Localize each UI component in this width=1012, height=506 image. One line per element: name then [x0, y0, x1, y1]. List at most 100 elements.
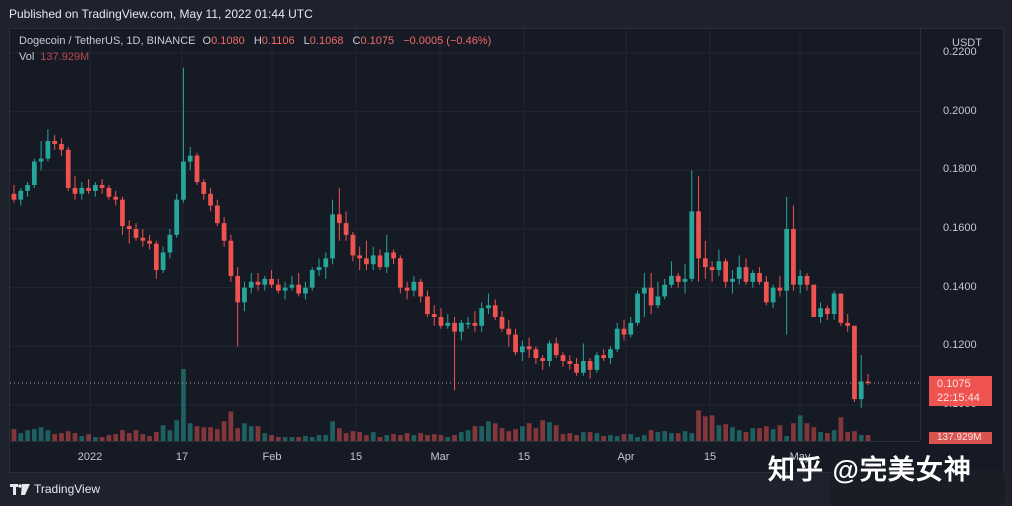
candle — [411, 281, 417, 291]
candle — [492, 305, 498, 317]
high-value: 0.1106 — [261, 35, 295, 47]
candle — [174, 199, 180, 235]
candle — [858, 381, 864, 400]
candle — [723, 261, 729, 282]
candle — [357, 255, 363, 259]
candle — [689, 211, 695, 279]
candle — [845, 322, 851, 326]
candle — [818, 308, 823, 317]
candle — [669, 275, 674, 285]
candle — [248, 281, 254, 288]
candle — [567, 361, 573, 364]
candle — [662, 284, 668, 297]
candle — [120, 199, 125, 227]
candle — [452, 322, 457, 332]
candle — [628, 322, 634, 335]
candle — [404, 287, 410, 291]
candle — [18, 190, 24, 200]
price-tick: 0.1400 — [943, 280, 977, 293]
candle — [364, 258, 369, 265]
candle — [506, 328, 512, 335]
candle — [289, 284, 295, 288]
candle — [831, 293, 837, 315]
candle — [838, 293, 844, 323]
candle — [194, 155, 200, 183]
candle — [25, 185, 30, 191]
candle — [560, 355, 566, 361]
candle — [533, 349, 539, 359]
candle — [255, 281, 261, 285]
candle — [865, 381, 871, 384]
candle — [540, 358, 546, 361]
candle — [526, 346, 532, 350]
candle — [743, 267, 749, 282]
candle — [167, 234, 173, 253]
candle — [391, 252, 396, 259]
candle — [323, 258, 329, 268]
candle — [343, 223, 349, 235]
candle — [594, 355, 600, 370]
volume-label: Vol — [19, 51, 35, 63]
price-tick: 0.2200 — [943, 46, 977, 58]
tradingview-brand[interactable]: TradingView — [10, 482, 100, 496]
time-tick: 15 — [703, 451, 717, 463]
close-label: C — [352, 35, 361, 47]
candle — [587, 361, 593, 370]
volume-value: 137.929M — [40, 51, 90, 63]
candle — [675, 275, 681, 282]
candle — [235, 275, 241, 303]
candle — [702, 258, 708, 268]
high-label: H — [253, 35, 262, 47]
candle — [553, 343, 559, 356]
time-tick: 2022 — [77, 451, 103, 463]
candle — [716, 261, 722, 271]
candle — [635, 293, 640, 323]
candle — [513, 334, 518, 353]
price-tick: 0.1800 — [943, 163, 977, 176]
candle — [133, 229, 139, 238]
candle — [445, 322, 451, 326]
candle — [580, 361, 586, 373]
candle — [763, 281, 769, 303]
published-note: Published on TradingView.com, May 11, 20… — [9, 7, 313, 21]
candle — [92, 185, 98, 191]
price-tick: 0.1200 — [943, 339, 977, 352]
watermark-shadow — [830, 470, 1005, 506]
candle — [221, 223, 227, 241]
time-tick: Apr — [617, 451, 635, 463]
candle — [208, 193, 213, 206]
volume-axis-label: 137.929M — [929, 432, 992, 444]
time-axis[interactable]: 2022 17 Feb 15 Mar 15 Apr 15 May — [10, 441, 920, 473]
candle — [45, 141, 51, 159]
candle — [160, 252, 166, 271]
zhihu-watermark: 知乎 @完美女神 — [768, 455, 972, 485]
low-label: L — [303, 35, 310, 47]
candle — [52, 141, 58, 144]
symbol-legend: Dogecoin / TetherUS, 1D, BINANCE O0.1080… — [19, 35, 495, 47]
candle — [242, 287, 247, 303]
tradingview-logo-icon — [10, 483, 30, 495]
candle — [336, 214, 342, 224]
candle — [736, 267, 742, 279]
candlestick-chart[interactable] — [10, 29, 920, 441]
candle — [499, 317, 505, 329]
currency-label: USDT — [952, 37, 982, 49]
candle — [472, 322, 478, 326]
candle — [228, 240, 234, 276]
candle — [458, 322, 464, 332]
candle — [601, 355, 607, 359]
candle — [648, 287, 654, 306]
volume-legend: Vol 137.929M — [19, 51, 89, 63]
candle — [479, 308, 485, 326]
candle — [377, 255, 383, 268]
open-label: O — [202, 35, 212, 47]
candle — [214, 205, 220, 224]
symbol-name: Dogecoin / TetherUS, 1D, BINANCE — [19, 35, 196, 47]
candle — [113, 196, 119, 200]
chart-plot-area[interactable] — [10, 29, 920, 441]
close-value: 0.1075 — [360, 35, 395, 47]
change-value: −0.0005 (−0.46%) — [403, 35, 492, 47]
candle — [621, 328, 627, 335]
candle — [153, 243, 159, 271]
candle — [486, 305, 491, 309]
